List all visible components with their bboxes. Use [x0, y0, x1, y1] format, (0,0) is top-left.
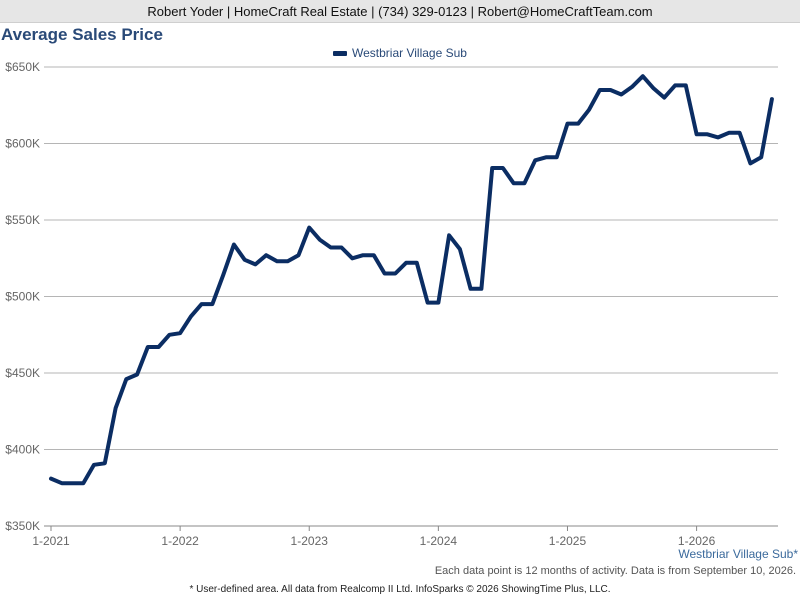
x-tick-label: 1-2023	[291, 534, 329, 548]
x-tick-label: 1-2024	[420, 534, 458, 548]
y-tick-label: $450K	[5, 366, 40, 380]
contact-header: Robert Yoder | HomeCraft Real Estate | (…	[0, 0, 800, 23]
y-tick-label: $600K	[5, 137, 40, 151]
area-label: Westbriar Village Sub*	[678, 547, 798, 561]
y-tick-label: $650K	[5, 60, 40, 74]
contact-text: Robert Yoder | HomeCraft Real Estate | (…	[147, 3, 653, 19]
legend[interactable]: Westbriar Village Sub	[0, 46, 800, 60]
series-line-westbriar	[49, 74, 774, 486]
legend-swatch	[333, 50, 348, 56]
footer-disclaimer: * User-defined area. All data from Realc…	[189, 584, 611, 595]
x-tick-label: 1-2021	[32, 534, 70, 548]
y-tick-label: $350K	[5, 519, 40, 533]
x-tick-label: 1-2022	[161, 534, 199, 548]
y-tick-label: $500K	[5, 290, 40, 304]
x-tick-label: 1-2025	[549, 534, 587, 548]
x-tick-label: 1-2026	[678, 534, 716, 548]
data-note: Each data point is 12 months of activity…	[434, 565, 796, 577]
y-tick-label: $550K	[5, 213, 40, 227]
chart-title: Average Sales Price	[1, 25, 163, 44]
legend-label: Westbriar Village Sub	[352, 46, 467, 60]
y-tick-label: $400K	[5, 443, 40, 457]
